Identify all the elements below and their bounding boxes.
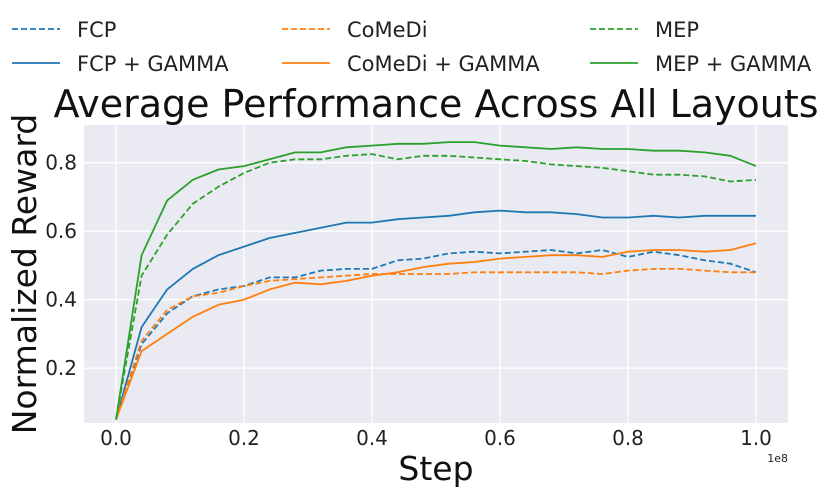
chart-title: Average Performance Across All Layouts [53,82,818,126]
y-tick-label: 0.4 [45,288,77,312]
legend-item-fcp-gamma: FCP + GAMMA [12,52,229,76]
legend-label: MEP [655,18,699,42]
legend-item-comedi: CoMeDi [282,18,428,42]
x-axis-label: Step [398,449,473,488]
y-tick-label: 0.6 [45,219,77,243]
series-line-mep [115,153,757,420]
y-tick-label: 0.8 [45,151,77,175]
x-tick-label: 0.8 [612,426,644,450]
x-tick-label: 0.4 [356,426,388,450]
legend-label: MEP + GAMMA [655,52,812,76]
legend: FCP FCP + GAMMA CoMeDi CoMeDi + GAMMA MEP MEP… [12,18,812,76]
x-offset-label: 1e8 [767,452,788,465]
series-line-comedi [115,267,756,420]
x-tick-label: 1.0 [740,426,772,450]
x-tick-label: 0.0 [100,426,132,450]
series-line-fcp [115,249,757,420]
series-line-comedi-gamma [115,242,757,420]
legend-item-mep-gamma: MEP + GAMMA [590,52,812,76]
series-line-mep-gamma [115,141,757,420]
ticks: 0.0 0.2 0.4 0.6 0.8 1.0 0.2 0.4 0.6 0.8 [45,151,772,450]
legend-label: FCP [77,18,116,42]
legend-label: FCP + GAMMA [77,52,229,76]
y-axis-label: Normalized Reward [5,114,44,435]
x-tick-label: 0.6 [484,426,516,450]
legend-item-fcp: FCP [12,18,116,42]
legend-item-mep: MEP [590,18,699,42]
legend-item-comedi-gamma: CoMeDi + GAMMA [282,52,540,76]
grid [84,125,788,423]
y-tick-label: 0.2 [45,356,77,380]
legend-label: CoMeDi [347,18,428,42]
legend-label: CoMeDi + GAMMA [347,52,540,76]
series-line-fcp-gamma [115,209,756,420]
x-tick-label: 0.2 [228,426,260,450]
series-layer [115,141,757,420]
